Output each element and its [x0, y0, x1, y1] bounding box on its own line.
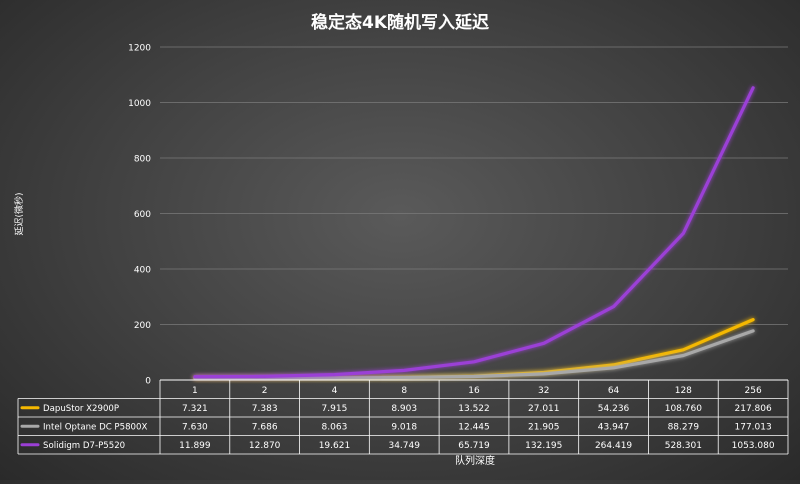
data-point — [333, 373, 336, 376]
x-tick-label: 64 — [608, 386, 620, 396]
series-line-3 — [193, 86, 755, 379]
data-point — [751, 329, 755, 333]
data-point — [612, 363, 615, 367]
data-point — [612, 366, 615, 370]
data-label: 27.011 — [528, 404, 560, 414]
data-point — [542, 342, 545, 345]
data-label: 132.195 — [525, 441, 562, 451]
legend-label: Solidigm D7-P5520 — [43, 441, 125, 451]
data-label: 7.383 — [252, 404, 278, 414]
data-label: 528.301 — [665, 441, 702, 451]
y-tick-label: 600 — [134, 210, 151, 220]
y-tick-label: 1200 — [128, 44, 151, 54]
data-point — [403, 369, 406, 372]
chart-title: 稳定态4K随机写入延迟 — [311, 12, 489, 33]
y-axis-label: 延迟(微秒) — [13, 192, 25, 235]
data-point — [612, 305, 615, 308]
y-tick-label: 400 — [134, 266, 151, 276]
data-label: 34.749 — [388, 441, 420, 451]
x-tick-label: 16 — [468, 386, 480, 396]
y-tick-label: 800 — [134, 155, 151, 165]
x-axis-label: 队列深度 — [455, 454, 495, 467]
x-tick-label: 128 — [675, 386, 692, 396]
data-point — [682, 354, 685, 357]
data-point — [263, 375, 266, 378]
data-point — [682, 348, 685, 352]
data-point — [333, 376, 336, 379]
data-label: 8.903 — [391, 404, 417, 414]
data-label: 12.445 — [458, 422, 490, 432]
data-label: 65.719 — [458, 441, 490, 451]
y-tick-label: 1000 — [128, 99, 151, 109]
data-point — [472, 375, 476, 378]
y-tick-label: 200 — [134, 321, 151, 331]
data-label: 19.621 — [319, 441, 351, 451]
x-tick-label: 4 — [332, 386, 338, 396]
data-label: 88.279 — [668, 422, 700, 432]
legend-label: DapuStor X2900P — [43, 404, 119, 414]
x-tick-label: 32 — [538, 386, 549, 396]
data-label: 9.018 — [391, 422, 417, 432]
data-label: 7.321 — [182, 404, 208, 414]
legend-label: Intel Optane DC P5800X — [43, 422, 147, 432]
series-line-1 — [193, 318, 755, 380]
y-tick-label: 0 — [145, 377, 151, 387]
x-tick-label: 1 — [192, 386, 198, 396]
data-point — [403, 376, 406, 379]
data-label: 217.806 — [735, 404, 772, 414]
data-point — [682, 232, 685, 235]
data-point — [472, 360, 476, 363]
data-point — [542, 372, 545, 376]
x-tick-label: 2 — [262, 386, 268, 396]
data-label: 1053.080 — [732, 441, 775, 451]
data-point — [751, 318, 755, 321]
data-point — [193, 375, 197, 378]
data-point — [751, 86, 755, 89]
data-label: 21.905 — [528, 422, 560, 432]
data-label: 7.630 — [182, 422, 208, 432]
data-label: 8.063 — [322, 422, 348, 432]
x-tick-label: 256 — [745, 386, 762, 396]
x-tick-label: 8 — [401, 386, 407, 396]
data-label: 43.947 — [598, 422, 630, 432]
data-label: 11.899 — [179, 441, 211, 451]
data-label: 7.686 — [252, 422, 278, 432]
data-label: 54.236 — [598, 404, 630, 414]
data-label: 177.013 — [735, 422, 772, 432]
data-label: 7.915 — [322, 404, 348, 414]
data-label: 108.760 — [665, 404, 702, 414]
data-label: 13.522 — [458, 404, 490, 414]
data-label: 12.870 — [249, 441, 281, 451]
data-label: 264.419 — [595, 441, 632, 451]
